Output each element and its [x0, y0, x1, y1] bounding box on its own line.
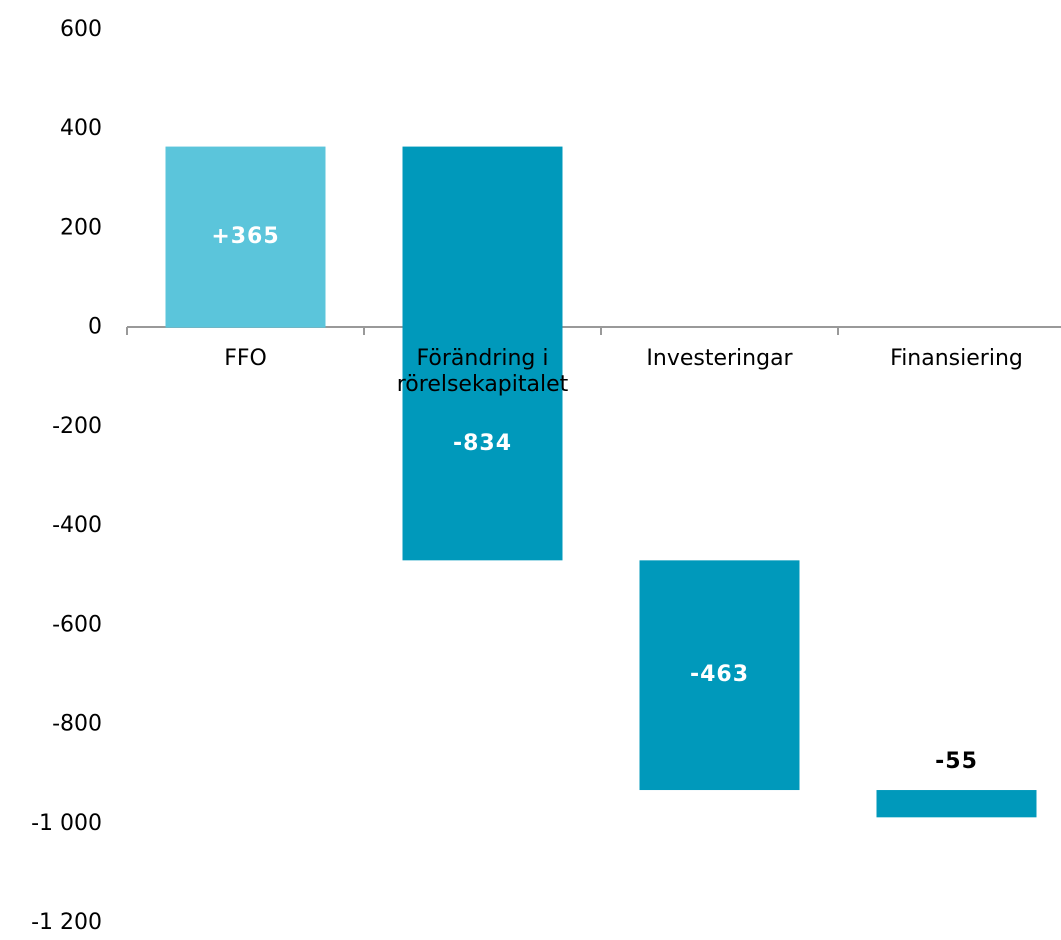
value-label: +365 [211, 224, 279, 249]
y-tick-label: -600 [52, 612, 102, 637]
y-tick-label: 600 [60, 17, 102, 42]
bar [165, 146, 326, 328]
value-label: -463 [690, 662, 749, 687]
x-tick-label: Investeringar [646, 346, 793, 371]
x-tick-label: Förändring i rörelsekapitalet [396, 346, 569, 397]
y-tick-label: -1 200 [31, 910, 102, 935]
y-tick-label: -800 [52, 712, 102, 737]
value-label: -55 [935, 749, 978, 774]
y-tick-label: 0 [88, 315, 102, 340]
bar [876, 790, 1037, 818]
y-tick-label: -200 [52, 414, 102, 439]
x-tick-label: Finansiering [890, 346, 1023, 371]
bar [402, 146, 563, 561]
y-tick-label: 200 [60, 215, 102, 240]
x-tick-label: FFO [224, 346, 267, 371]
y-tick-label: -400 [52, 513, 102, 538]
bar [639, 560, 800, 791]
value-label: -834 [453, 431, 512, 456]
y-tick-label: -1 000 [31, 811, 102, 836]
y-tick-label: 400 [60, 116, 102, 141]
